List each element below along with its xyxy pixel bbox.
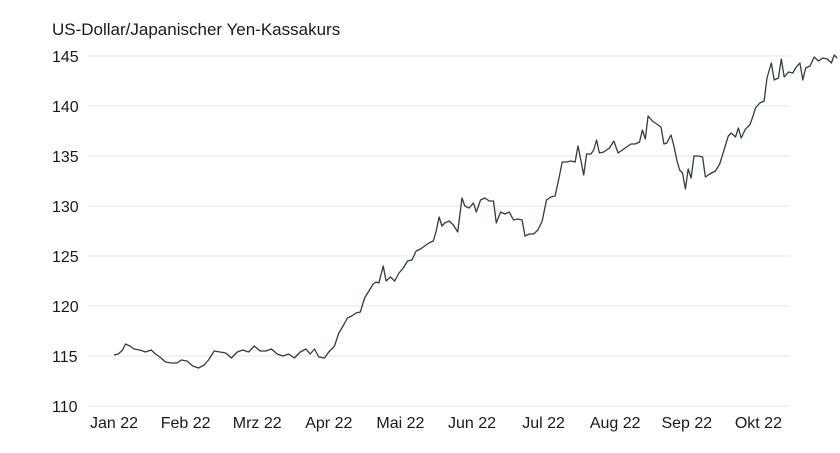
y-tick-label: 145 bbox=[52, 49, 79, 66]
y-tick-label: 130 bbox=[52, 199, 79, 216]
x-tick-label: Okt 22 bbox=[735, 415, 782, 432]
series-layer bbox=[113, 54, 838, 369]
y-tick-label: 120 bbox=[52, 299, 79, 316]
x-tick-label: Apr 22 bbox=[305, 415, 352, 432]
y-tick-label: 135 bbox=[52, 149, 79, 166]
x-tick-label: Jan 22 bbox=[90, 415, 138, 432]
x-axis-ticks: Jan 22 Feb 22 Mrz 22 Apr 22 Mai 22 Jun 22 Jul … bbox=[90, 415, 782, 432]
x-tick-label: Mrz 22 bbox=[233, 415, 282, 432]
series-line-0 bbox=[113, 54, 838, 369]
y-tick-label: 110 bbox=[52, 399, 78, 416]
x-tick-label: Aug 22 bbox=[590, 415, 641, 432]
y-tick-label: 140 bbox=[52, 99, 79, 116]
x-tick-label: Jun 22 bbox=[448, 415, 496, 432]
gridlines bbox=[88, 55, 790, 407]
x-tick-label: Mai 22 bbox=[376, 415, 424, 432]
y-tick-label: 125 bbox=[52, 249, 79, 266]
x-tick-label: Jul 22 bbox=[522, 415, 565, 432]
y-axis-ticks: 110 115 120 125 130 135 140 145 bbox=[52, 49, 79, 416]
chart-title: US-Dollar/Japanischer Yen-Kassakurs bbox=[52, 20, 341, 39]
y-tick-label: 115 bbox=[52, 349, 78, 366]
x-tick-label: Sep 22 bbox=[661, 415, 712, 432]
x-tick-label: Feb 22 bbox=[161, 415, 211, 432]
